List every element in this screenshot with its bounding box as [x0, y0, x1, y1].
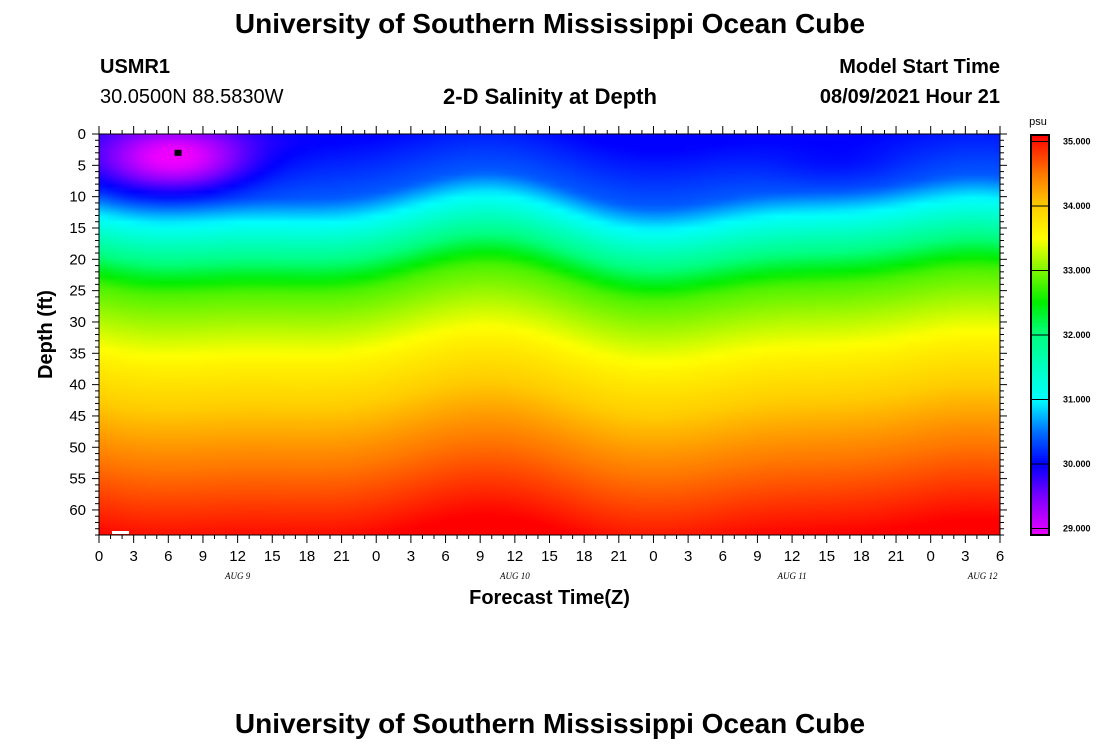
y-tick-label: 25: [69, 283, 86, 300]
y-tick-label: 35: [69, 345, 86, 362]
y-tick-label: 50: [69, 439, 86, 456]
y-axis-title: Depth (ft): [35, 290, 57, 379]
station-coords: 30.0500N 88.5830W: [100, 86, 284, 108]
y-tick-label: 5: [78, 157, 86, 174]
date-label: AUG 10: [499, 571, 530, 581]
x-tick-label: 21: [333, 548, 350, 565]
x-tick-label: 18: [299, 548, 316, 565]
y-tick-label: 60: [69, 502, 86, 519]
x-tick-label: 9: [753, 548, 761, 565]
colorbar-unit: psu: [1029, 116, 1047, 128]
max-marker: [174, 149, 182, 156]
x-tick-label: 15: [818, 548, 835, 565]
x-tick-label: 3: [129, 548, 137, 565]
model-start-time: 08/09/2021 Hour 21: [819, 86, 1000, 108]
x-tick-label: 0: [372, 548, 380, 565]
x-tick-label: 21: [610, 548, 627, 565]
x-axis: 0 3 6 9 12 15 18 21 0 3 6 9 12 15 18 21 0 3 6 9 12 15 18 21 0 3 6: [95, 126, 1004, 565]
colorbar-tick-label: 34.000: [1063, 201, 1091, 211]
date-label: AUG 12: [967, 571, 998, 581]
x-tick-label: 15: [541, 548, 558, 565]
y-tick-label: 45: [69, 408, 86, 425]
x-tick-label: 9: [476, 548, 484, 565]
x-axis-title: Forecast Time(Z): [469, 587, 630, 609]
x-tick-label: 21: [888, 548, 905, 565]
date-label: AUG 11: [777, 571, 807, 581]
colorbar-tick-label: 32.000: [1063, 330, 1091, 340]
x-tick-label: 12: [507, 548, 524, 565]
y-axis: 0 5 10 15 20 25 30 35 40 45 50 55 60: [69, 126, 1007, 536]
y-tick-label: 15: [69, 220, 86, 237]
colorbar-tick-label: 35.000: [1063, 136, 1091, 146]
y-tick-label: 30: [69, 314, 86, 331]
x-tick-label: 3: [961, 548, 969, 565]
colorbar-tick-label: 30.000: [1063, 459, 1091, 469]
x-tick-label: 6: [164, 548, 172, 565]
x-tick-label: 6: [719, 548, 727, 565]
y-tick-label: 55: [69, 471, 86, 488]
x-tick-label: 6: [441, 548, 449, 565]
colorbar-tick-label: 31.000: [1063, 395, 1091, 405]
model-start-label: Model Start Time: [839, 56, 1000, 78]
colorbar-tick-label: 29.000: [1063, 524, 1091, 534]
x-tick-label: 18: [853, 548, 870, 565]
colorbar-ticks: 35.000 34.000 33.000 32.000 31.000 30.000 29.0…: [1031, 136, 1091, 534]
x-tick-label: 18: [576, 548, 593, 565]
date-labels: AUG 9 AUG 10 AUG 11 AUG 12: [224, 571, 998, 581]
x-tick-label: 0: [95, 548, 103, 565]
y-tick-label: 10: [69, 189, 86, 206]
date-label: AUG 9: [224, 571, 251, 581]
scale-bar: [112, 531, 129, 534]
y-tick-label: 0: [78, 126, 86, 143]
y-tick-label: 20: [69, 251, 86, 268]
y-tick-label: 40: [69, 377, 86, 394]
x-tick-label: 3: [684, 548, 692, 565]
x-tick-label: 3: [407, 548, 415, 565]
colorbar-tick-label: 33.000: [1063, 265, 1091, 275]
salinity-heatmap: [99, 134, 1000, 535]
x-tick-label: 0: [927, 548, 935, 565]
footer-title: University of Southern Mississippi Ocean…: [234, 708, 866, 739]
x-tick-label: 0: [649, 548, 657, 565]
x-tick-label: 6: [996, 548, 1004, 565]
page-title: University of Southern Mississippi Ocean…: [234, 8, 866, 39]
x-tick-label: 9: [199, 548, 207, 565]
x-tick-label: 12: [229, 548, 246, 565]
chart-title: 2-D Salinity at Depth: [443, 84, 657, 109]
x-tick-label: 12: [784, 548, 801, 565]
station-id: USMR1: [100, 56, 171, 78]
x-tick-label: 15: [264, 548, 281, 565]
